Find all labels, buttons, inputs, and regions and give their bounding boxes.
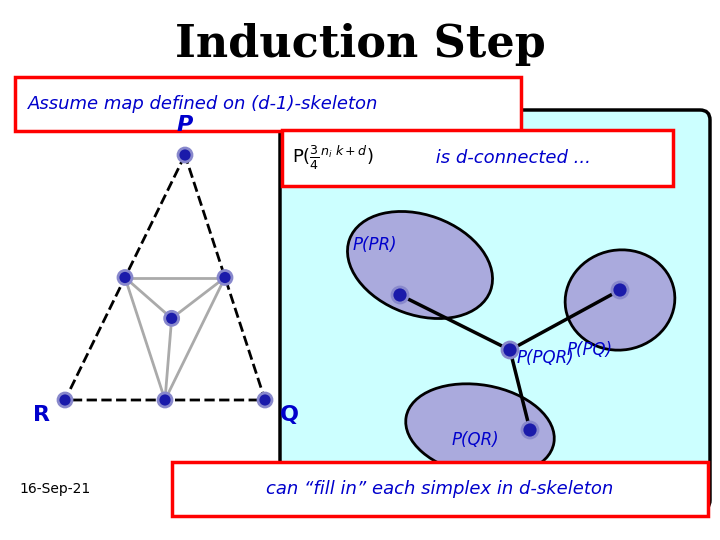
Circle shape xyxy=(178,148,192,162)
Text: P($\frac{3}{4}^{n_i\ k+d}$): P($\frac{3}{4}^{n_i\ k+d}$) xyxy=(292,144,374,172)
Circle shape xyxy=(392,287,408,303)
Text: P(PQ): P(PQ) xyxy=(567,341,613,359)
Circle shape xyxy=(258,393,272,407)
Text: R: R xyxy=(33,405,50,425)
Text: Q: Q xyxy=(280,405,299,425)
FancyBboxPatch shape xyxy=(282,130,673,186)
FancyBboxPatch shape xyxy=(172,462,708,516)
Circle shape xyxy=(502,342,518,358)
Text: P: P xyxy=(177,115,193,135)
FancyBboxPatch shape xyxy=(15,77,521,131)
Circle shape xyxy=(612,282,628,298)
Text: P(PQR): P(PQR) xyxy=(516,349,574,367)
Text: can “fill in” each simplex in d-skeleton: can “fill in” each simplex in d-skeleton xyxy=(266,480,613,498)
Circle shape xyxy=(218,271,232,285)
Text: P(PR): P(PR) xyxy=(353,236,397,254)
Circle shape xyxy=(118,271,132,285)
Circle shape xyxy=(158,393,172,407)
Text: P(QR): P(QR) xyxy=(451,431,499,449)
Text: Induction Step: Induction Step xyxy=(175,24,545,66)
Ellipse shape xyxy=(348,212,492,319)
Ellipse shape xyxy=(565,250,675,350)
Text: Assume map defined on (d-1)-skeleton: Assume map defined on (d-1)-skeleton xyxy=(28,95,379,113)
Circle shape xyxy=(165,312,179,325)
FancyBboxPatch shape xyxy=(280,110,710,510)
Circle shape xyxy=(58,393,72,407)
Ellipse shape xyxy=(406,384,554,476)
Text: 16-Sep-21: 16-Sep-21 xyxy=(19,482,91,496)
Circle shape xyxy=(522,422,538,438)
Text: is d-connected ...: is d-connected ... xyxy=(430,149,591,167)
